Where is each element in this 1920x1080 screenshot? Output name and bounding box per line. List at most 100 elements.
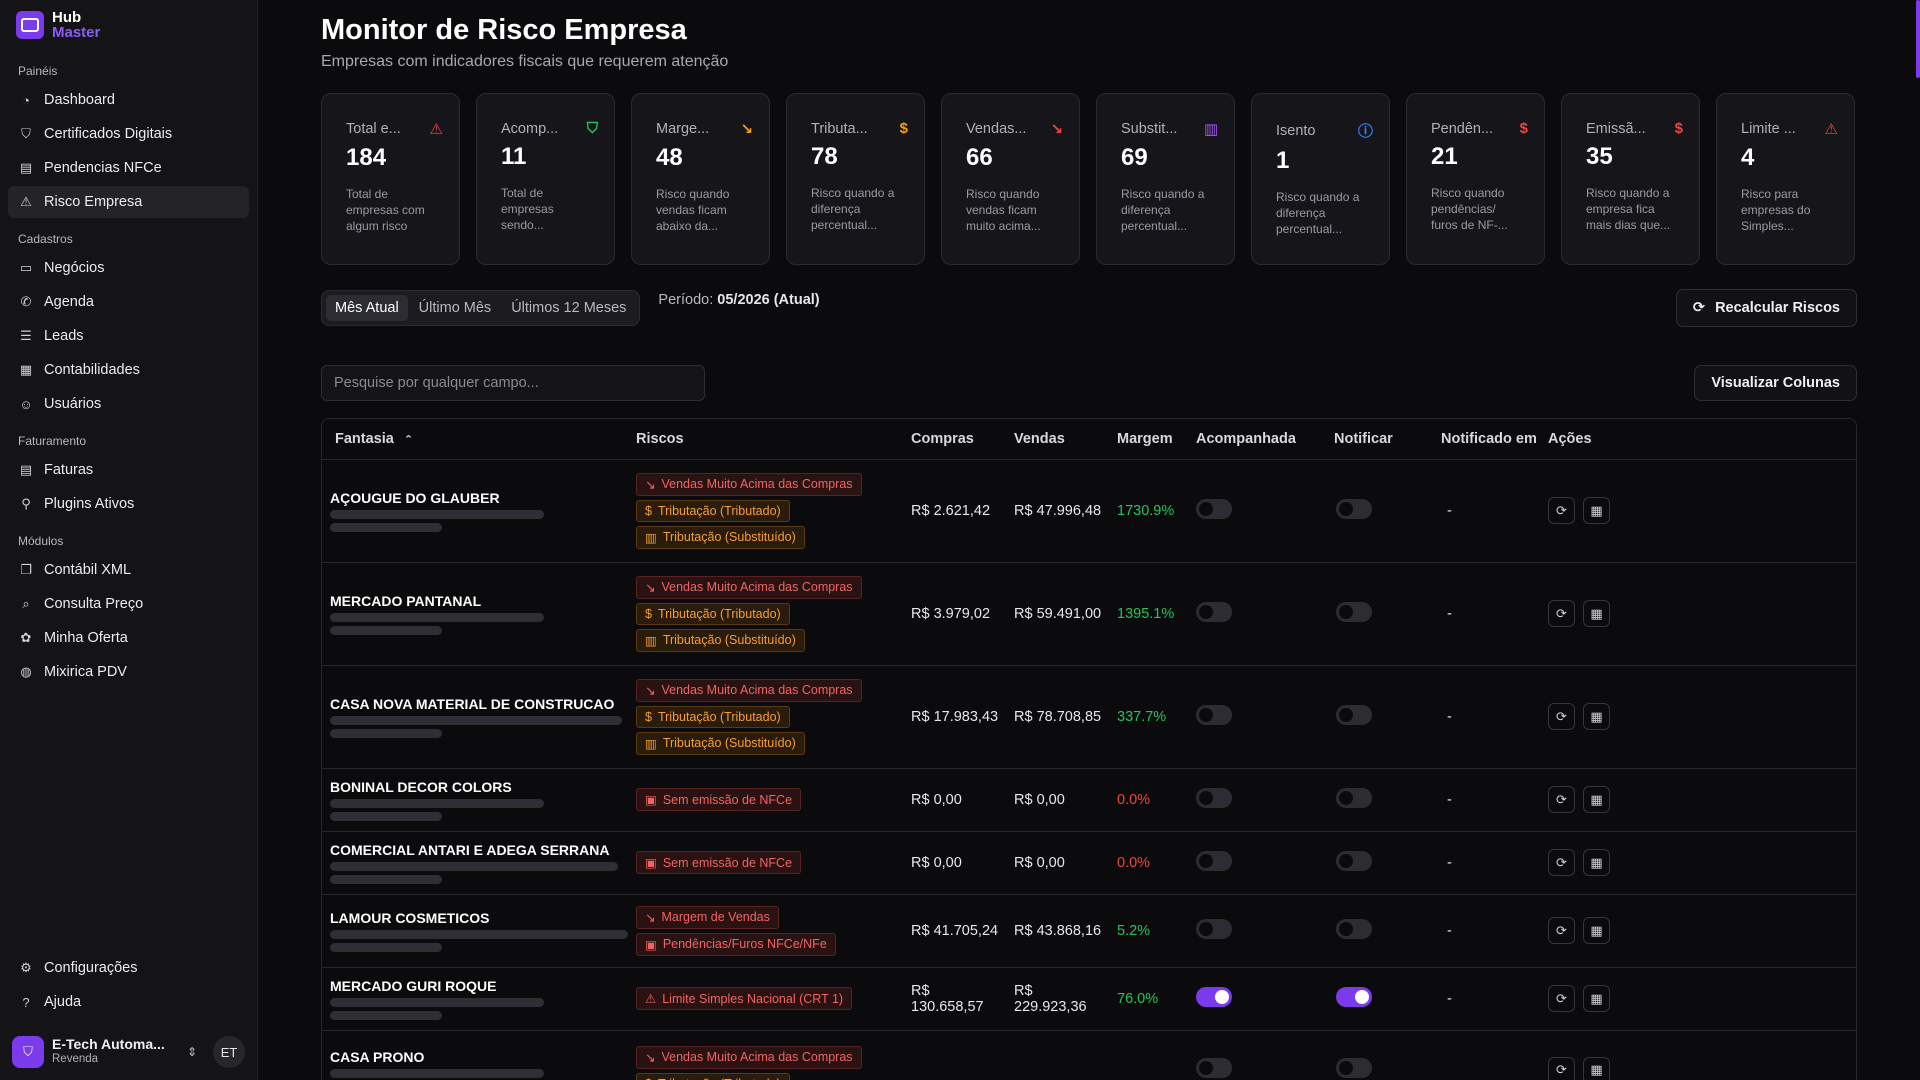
column-header[interactable]: Compras <box>903 419 1006 460</box>
search-input[interactable] <box>321 365 705 401</box>
column-header[interactable]: Riscos <box>628 419 903 460</box>
notify-toggle[interactable] <box>1336 986 1372 1007</box>
summary-card[interactable]: Emissã... $35 Risco quando a empresa fica ma… <box>1561 93 1700 265</box>
sidebar-item-leads[interactable]: ☰ Leads <box>8 320 249 352</box>
notify-toggle[interactable] <box>1336 498 1372 519</box>
summary-card[interactable]: Substit... ▥ 69 Risco quando a diferença perc… <box>1096 93 1235 265</box>
calculator-icon[interactable]: ▦ <box>1583 1056 1610 1080</box>
sidebar-item-consulta-preco[interactable]: ⌕ Consulta Preço <box>8 588 249 620</box>
notify-toggle[interactable] <box>1336 787 1372 808</box>
column-header[interactable]: Notificado em <box>1433 419 1540 460</box>
sidebar-item-configuracoes[interactable]: ⚙ Configurações <box>8 952 249 984</box>
sidebar-item-dashboard[interactable]: ◔ Dashboard <box>8 84 249 116</box>
view-columns-button[interactable]: Visualizar Colunas <box>1694 365 1857 401</box>
card-label: Acomp... <box>501 120 559 137</box>
risk-badge: ↘ Vendas Muito Acima das Compras <box>636 575 862 599</box>
summary-card[interactable]: Tributa... $78 Risco quando a diferença perc… <box>786 93 925 265</box>
sidebar-item-ajuda[interactable]: ? Ajuda <box>8 986 249 1018</box>
calculator-icon[interactable]: ▦ <box>1583 703 1610 730</box>
sort-ascending-icon[interactable]: ⌃ <box>403 433 414 446</box>
redacted-text-bar <box>330 874 442 884</box>
summary-card[interactable]: Pendên... $21 Risco quando pendências/furos… <box>1406 93 1545 265</box>
card-description-line: Risco quando <box>966 187 1040 201</box>
risk-badge: ▣ Sem emissão de NFCe <box>636 788 802 811</box>
risk-badge: ↘ Margem de Vendas <box>636 905 779 929</box>
card-description: Total de empresas sendo... <box>501 185 598 233</box>
column-header[interactable]: Fantasia ⌃ <box>322 419 628 460</box>
chevron-up-down-icon[interactable]: ⇕ <box>186 1045 197 1059</box>
table-row[interactable]: COMERCIAL ANTARI E ADEGA SERRANA ▣ Sem emi… <box>322 831 1856 895</box>
calculator-icon[interactable]: ▦ <box>1583 985 1610 1012</box>
scrollbar-thumb[interactable] <box>1916 0 1920 78</box>
table-row[interactable]: MERCADO PANTANAL ↘ Vendas Muito Acima das … <box>322 562 1856 666</box>
sidebar-item-minha-oferta[interactable]: ✿ Minha Oferta <box>8 622 249 654</box>
refresh-icon[interactable]: ⟳ <box>1548 917 1575 944</box>
sidebar-item-faturas[interactable]: ▤ Faturas <box>8 454 249 486</box>
monitored-toggle[interactable] <box>1196 986 1232 1007</box>
monitored-toggle[interactable] <box>1196 787 1232 808</box>
purchases-value: R$ 17.983,43 <box>903 665 1006 769</box>
card-description-line: percentual... <box>1121 219 1188 233</box>
tab-period[interactable]: Mês Atual <box>326 295 408 321</box>
table-row[interactable]: LAMOUR COSMETICOS ↘ Margem de Vendas ▣ Pendê… <box>322 894 1856 968</box>
refresh-icon[interactable]: ⟳ <box>1548 497 1575 524</box>
column-header[interactable]: Acompanhada <box>1188 419 1326 460</box>
table-row[interactable]: CASA PRONO ↘ Vendas Muito Acima das Compra… <box>322 1030 1856 1080</box>
calculator-icon[interactable]: ▦ <box>1583 497 1610 524</box>
summary-card[interactable]: Total e... ⚠ 184 Total de empresas com algum … <box>321 93 460 265</box>
tab-period[interactable]: Últimos 12 Meses <box>511 300 627 316</box>
calculator-icon[interactable]: ▦ <box>1583 849 1610 876</box>
refresh-icon[interactable]: ⟳ <box>1548 786 1575 813</box>
sidebar-item-usuarios[interactable]: ☺ Usuários <box>8 388 249 420</box>
logo[interactable]: Hub Master <box>0 0 257 50</box>
risk-badge-label: Vendas Muito Acima das Compras <box>661 683 853 697</box>
user-initials-avatar[interactable]: ET <box>213 1036 245 1068</box>
sidebar-item-pendencias-nfce[interactable]: ▤ Pendencias NFCe <box>8 152 249 184</box>
monitored-toggle[interactable] <box>1196 1058 1232 1078</box>
refresh-icon[interactable]: ⟳ <box>1548 703 1575 730</box>
sidebar-item-certificados-digitais[interactable]: ⛉ Certificados Digitais <box>8 118 249 150</box>
summary-card[interactable]: Marge... ↘ 48 Risco quando vendas ficam abaix… <box>631 93 770 265</box>
column-header[interactable]: Ações <box>1540 419 1856 460</box>
calculator-icon[interactable]: ▦ <box>1583 600 1610 627</box>
summary-card[interactable]: Acomp... ⛉ 11 Total de empresas sendo... <box>476 93 615 265</box>
summary-card[interactable]: Limite ... ⚠ 4 Risco para empresas do Simples… <box>1716 93 1855 265</box>
notify-toggle[interactable] <box>1336 918 1372 939</box>
refresh-icon[interactable]: ⟳ <box>1548 849 1575 876</box>
notify-toggle[interactable] <box>1336 601 1372 622</box>
table-row[interactable]: CASA NOVA MATERIAL DE CONSTRUCAO ↘ Vendas … <box>322 665 1856 769</box>
column-header[interactable]: Notificar <box>1326 419 1433 460</box>
recalculate-risks-button[interactable]: ⟳ Recalcular Riscos <box>1675 289 1857 327</box>
summary-card[interactable]: Vendas... ↘ 66 Risco quando vendas ficam muit… <box>941 93 1080 265</box>
sidebar-item-negocios[interactable]: ▭ Negócios <box>8 252 249 284</box>
notify-toggle[interactable] <box>1336 850 1372 871</box>
company-name: COMERCIAL ANTARI E ADEGA SERRANA <box>330 841 610 858</box>
sidebar-item-agenda[interactable]: ✆ Agenda <box>8 286 249 318</box>
tab-period[interactable]: Último Mês <box>418 300 492 316</box>
table-row[interactable]: AÇOUGUE DO GLAUBER ↘ Vendas Muito Acima da… <box>322 459 1856 563</box>
monitored-toggle[interactable] <box>1196 918 1232 939</box>
table-row[interactable]: BONINAL DECOR COLORS ▣ Sem emissão de NFCe… <box>322 768 1856 832</box>
column-header[interactable]: Vendas <box>1006 419 1109 460</box>
table-row[interactable]: MERCADO GURI ROQUE ⚠ Limite Simples Nacion… <box>322 967 1856 1031</box>
sidebar-item-contabilidades[interactable]: ▦ Contabilidades <box>8 354 249 386</box>
user-menu[interactable]: ⛉ E-Tech Automa... Revenda ⇕ ET <box>0 1026 257 1080</box>
sidebar-item-contabil-xml[interactable]: ❐ Contábil XML <box>8 554 249 586</box>
refresh-icon[interactable]: ⟳ <box>1548 985 1575 1012</box>
refresh-icon[interactable]: ⟳ <box>1548 1056 1575 1080</box>
summary-card[interactable]: Isento ⓘ 1 Risco quando a diferença percentua… <box>1251 93 1390 265</box>
refresh-icon[interactable]: ⟳ <box>1548 600 1575 627</box>
sidebar-item-mixirica-pdv[interactable]: ◍ Mixirica PDV <box>8 656 249 688</box>
monitored-toggle[interactable] <box>1196 704 1232 725</box>
calculator-icon[interactable]: ▦ <box>1583 917 1610 944</box>
sidebar-item-risco-empresa[interactable]: ⚠ Risco Empresa <box>8 186 249 218</box>
card-description: Risco para empresas do Simples... <box>1741 186 1838 234</box>
monitored-toggle[interactable] <box>1196 850 1232 871</box>
monitored-toggle[interactable] <box>1196 601 1232 622</box>
sidebar-item-plugins-ativos[interactable]: ⚲ Plugins Ativos <box>8 488 249 520</box>
calculator-icon[interactable]: ▦ <box>1583 786 1610 813</box>
monitored-toggle[interactable] <box>1196 498 1232 519</box>
column-header[interactable]: Margem <box>1109 419 1188 460</box>
notify-toggle[interactable] <box>1336 704 1372 725</box>
notify-toggle[interactable] <box>1336 1058 1372 1078</box>
